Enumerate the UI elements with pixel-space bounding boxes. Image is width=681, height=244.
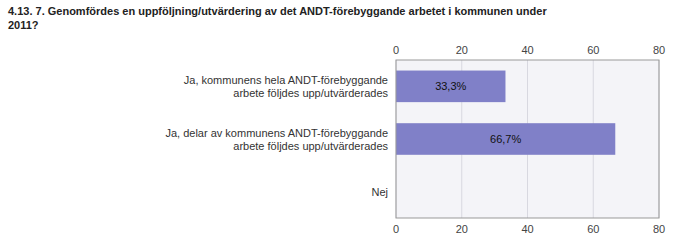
- x-tick-label: 0: [393, 223, 399, 235]
- x-top-tick-label: 20: [456, 44, 468, 56]
- plot-background: [396, 60, 659, 218]
- bar: [396, 123, 615, 155]
- chart-container: 4.13. 7. Genomförde­s en uppföljning/utv…: [0, 0, 681, 244]
- category-label: Ja, kommunens hela ANDT-förebyggandearbe…: [184, 74, 389, 99]
- bar: [396, 71, 505, 103]
- x-top-tick-label: 60: [587, 44, 599, 56]
- plot-frame: [396, 60, 659, 218]
- x-top-tick-label: 0: [393, 44, 399, 56]
- x-tick-label: 40: [521, 223, 533, 235]
- data-label: 33,3%: [435, 80, 466, 92]
- x-tick-label: 60: [587, 223, 599, 235]
- data-label: 66,7%: [490, 133, 521, 145]
- x-tick-label: 20: [456, 223, 468, 235]
- bars: [396, 71, 615, 155]
- x-top-tick-label: 40: [521, 44, 533, 56]
- x-tick-label: 80: [653, 223, 665, 235]
- x-top-tick-label: 80: [653, 44, 665, 56]
- category-label: Ja, delar av kommunens ANDT-förebyggande…: [165, 127, 388, 152]
- chart: 4.13. 7. Genomförde­s en uppföljning/utv…: [0, 0, 681, 244]
- category-label: Nej: [371, 186, 388, 198]
- title: 4.13. 7. Genomförde­s en uppföljning/utv…: [8, 5, 547, 31]
